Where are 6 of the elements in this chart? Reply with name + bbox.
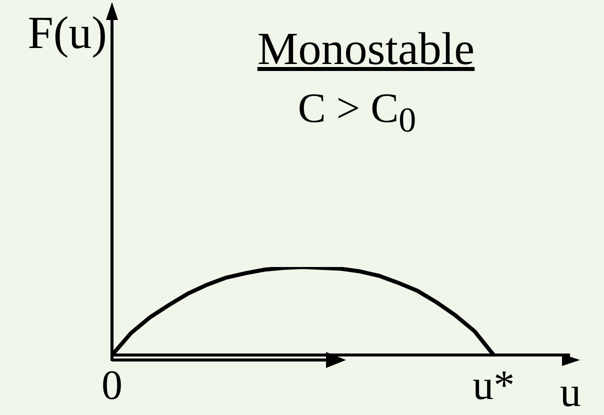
x-axis-title: u: [560, 370, 581, 415]
chart-title: Monostable: [257, 23, 475, 74]
chart-subtitle: C > C$_{0}$: [298, 86, 416, 140]
y-axis-title: F(u): [28, 7, 107, 58]
x-tick-label: u*: [472, 362, 515, 409]
x-tick-label: 0: [102, 362, 122, 409]
